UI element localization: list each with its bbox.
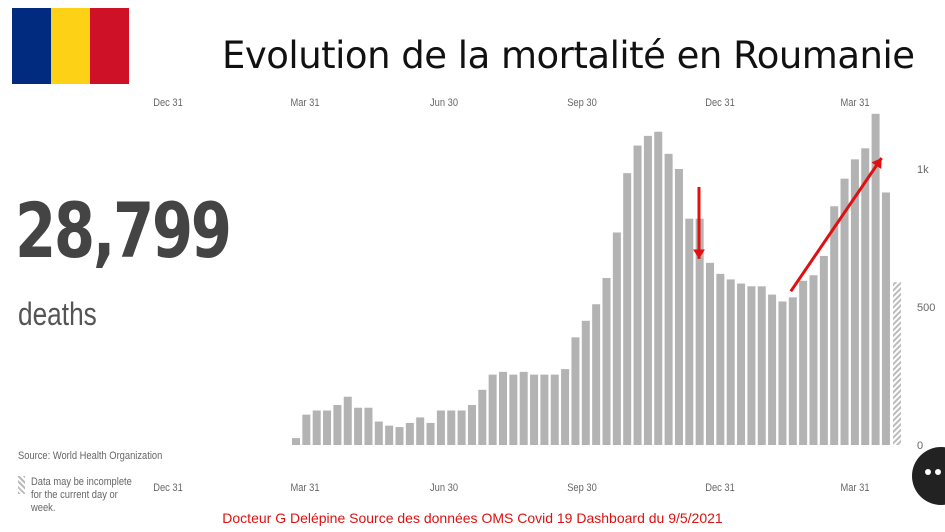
bar	[354, 407, 363, 445]
bar	[737, 283, 746, 445]
bar	[881, 192, 890, 445]
bar	[706, 262, 714, 445]
bar	[540, 374, 549, 445]
x-tick-label-top: Mar 31	[290, 97, 319, 109]
bar	[695, 218, 704, 445]
bar	[757, 286, 766, 445]
bar	[405, 422, 414, 445]
bar	[499, 371, 507, 445]
bar	[447, 410, 456, 445]
bar	[602, 278, 611, 445]
bar	[581, 320, 590, 445]
bar	[436, 410, 445, 445]
bar	[768, 294, 777, 445]
bar	[726, 279, 735, 445]
bar	[592, 304, 601, 445]
bar	[664, 153, 673, 445]
bar	[716, 273, 725, 445]
flag-stripe-yellow	[51, 8, 90, 84]
bar	[799, 280, 808, 445]
hatch-swatch-icon	[18, 476, 25, 494]
x-tick-label-top: Sep 30	[567, 97, 597, 109]
arrow-head	[693, 249, 705, 259]
bar	[633, 145, 642, 446]
bar	[871, 113, 880, 446]
bar	[809, 275, 818, 445]
up-arrow	[789, 157, 883, 293]
flag-stripe-blue	[12, 8, 51, 84]
bar	[654, 131, 663, 446]
bar	[819, 255, 828, 445]
bar	[788, 297, 797, 445]
x-tick-label-top: Dec 31	[705, 97, 735, 109]
x-tick-label-bottom: Dec 31	[153, 482, 183, 494]
bar	[478, 389, 487, 445]
bar	[457, 410, 466, 445]
bar	[519, 371, 528, 445]
bar	[416, 417, 425, 445]
bar	[830, 206, 839, 445]
bar	[612, 232, 621, 445]
bar	[385, 425, 394, 445]
bar	[467, 404, 476, 445]
arrow-head	[871, 158, 882, 169]
bar	[509, 374, 518, 445]
x-tick-label-top: Mar 31	[840, 97, 869, 109]
bar	[530, 374, 539, 445]
bar	[840, 178, 849, 445]
y-tick-label: 0	[917, 440, 923, 452]
y-tick-label: 1k	[917, 164, 929, 176]
x-tick-label-bottom: Mar 31	[290, 482, 319, 494]
bar	[685, 218, 694, 445]
bar-incomplete	[893, 282, 901, 445]
x-tick-label-bottom: Dec 31	[705, 482, 735, 494]
y-tick-label: 500	[917, 302, 935, 314]
footer-credit: Docteur G Delépine Source des données OM…	[222, 510, 723, 526]
bar	[374, 421, 383, 445]
bar	[674, 169, 683, 445]
bar	[778, 301, 787, 445]
bar	[312, 410, 321, 445]
incomplete-legend: Data may be incomplete for the current d…	[18, 476, 151, 515]
bar	[364, 407, 373, 445]
bar	[292, 438, 300, 445]
bar	[550, 374, 559, 445]
bar	[623, 173, 632, 445]
bar	[426, 422, 435, 445]
bar	[571, 337, 580, 445]
bar	[395, 427, 404, 445]
bar	[488, 374, 497, 445]
bar	[643, 135, 652, 445]
page-title: Evolution de la mortalité en Roumanie	[222, 34, 915, 77]
bar	[343, 396, 352, 445]
flag-stripe-red	[90, 8, 129, 84]
x-tick-label-top: Dec 31	[153, 97, 183, 109]
x-tick-label-bottom: Jun 30	[430, 482, 458, 494]
total-deaths-value: 28,799	[15, 186, 232, 275]
total-deaths-label: deaths	[18, 296, 97, 332]
bar	[561, 369, 570, 445]
bar	[333, 404, 342, 445]
romania-flag	[12, 8, 129, 84]
bar	[861, 148, 870, 446]
bar	[323, 410, 332, 445]
bar	[850, 159, 859, 445]
x-tick-label-top: Jun 30	[430, 97, 458, 109]
bar	[747, 286, 756, 445]
x-tick-label-bottom: Mar 31	[840, 482, 869, 494]
bar	[302, 414, 311, 445]
source-note: Source: World Health Organization	[18, 450, 163, 462]
mortality-chart: Dec 31 Dec 31 Mar 31 Mar 31 Jun 30 Jun 30 Sep …	[153, 97, 935, 494]
incomplete-note: Data may be incomplete for the current d…	[31, 476, 132, 514]
x-tick-label-bottom: Sep 30	[567, 482, 597, 494]
